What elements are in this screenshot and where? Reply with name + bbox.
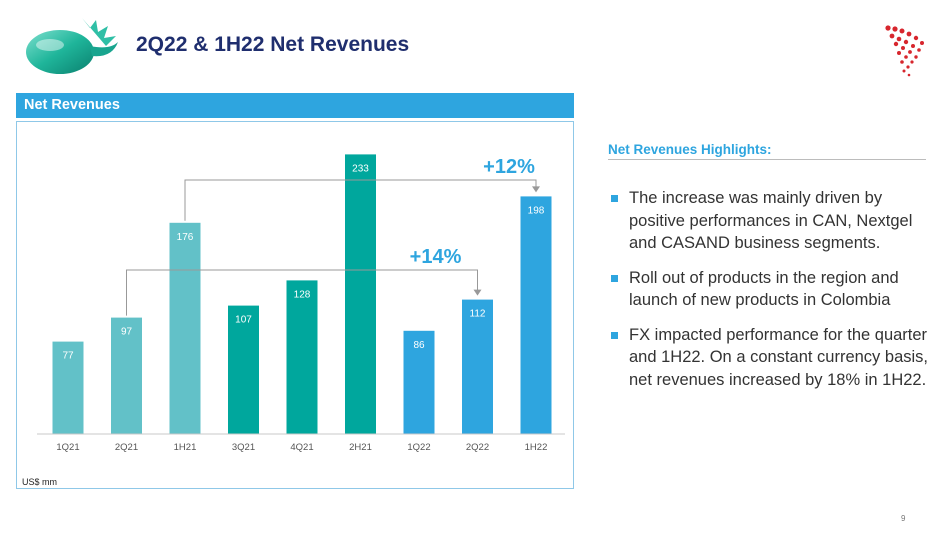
bullet-square-icon [611, 195, 618, 202]
data-label: 97 [121, 327, 133, 338]
bar-2q22 [462, 299, 493, 434]
x-tick-label: 1Q22 [407, 442, 430, 453]
data-label: 128 [294, 289, 311, 300]
bar-1h21 [169, 222, 201, 434]
x-tick-label: 3Q21 [232, 442, 255, 453]
slide-title: 2Q22 & 1H22 Net Revenues [136, 33, 410, 56]
bar-1q22 [403, 330, 435, 434]
data-label: 107 [235, 315, 252, 326]
capsule-splash-logo [26, 18, 118, 74]
highlight-text: The increase was mainly driven by positi… [629, 189, 913, 252]
data-label: 86 [413, 340, 425, 351]
x-tick-label: 4Q21 [290, 442, 313, 453]
data-label: 112 [470, 309, 486, 320]
x-tick-label: 1Q21 [56, 442, 79, 453]
unit-label: US$ mm [22, 477, 58, 487]
bar-1h22 [520, 196, 552, 434]
data-label: 176 [177, 232, 194, 243]
growth-bracket [126, 269, 478, 316]
net-revenues-bar-chart: 77 1Q21 97 2Q21 176 1H21 107 3Q21 128 4Q21 233 2H21… [37, 154, 565, 453]
data-label: 77 [62, 351, 74, 362]
bar-1q21 [52, 341, 84, 434]
section-header: Net Revenues [16, 93, 574, 118]
data-label: 233 [352, 163, 369, 174]
bar-3q21 [228, 305, 259, 434]
bar-2h21 [345, 154, 376, 434]
highlights-divider [608, 159, 926, 160]
x-tick-label: 1H21 [174, 442, 197, 453]
data-label: 198 [528, 205, 545, 216]
x-tick-label: 2Q21 [115, 442, 138, 453]
growth-label: +14% [410, 246, 462, 268]
highlight-item: The increase was mainly driven by positi… [611, 187, 931, 255]
highlight-text: Roll out of products in the region and l… [629, 268, 899, 310]
bullet-square-icon [611, 274, 618, 282]
highlights-title: Net Revenues Highlights: [608, 142, 772, 157]
bar-4q21 [286, 280, 318, 434]
highlight-item: Roll out of products in the region and l… [611, 267, 931, 312]
highlights-list: The increase was mainly driven by positi… [611, 187, 931, 403]
bullet-square-icon [611, 331, 618, 339]
highlight-text: FX impacted performance for the quarter … [629, 325, 928, 389]
arrow-head-icon [532, 186, 540, 193]
x-tick-label: 1H22 [525, 442, 548, 453]
page-number: 9 [901, 514, 906, 523]
bar-2q21 [111, 317, 142, 434]
highlight-item: FX impacted performance for the quarter … [611, 324, 931, 392]
growth-bracket [184, 179, 537, 221]
arrow-head-icon [473, 289, 482, 296]
chart-panel: 77 1Q21 97 2Q21 176 1H21 107 3Q21 128 4Q21 233 2H21… [16, 121, 574, 489]
company-logo [885, 25, 924, 77]
x-tick-label: 2H21 [349, 442, 372, 453]
growth-label: +12% [483, 156, 535, 178]
x-tick-label: 2Q22 [466, 442, 489, 453]
